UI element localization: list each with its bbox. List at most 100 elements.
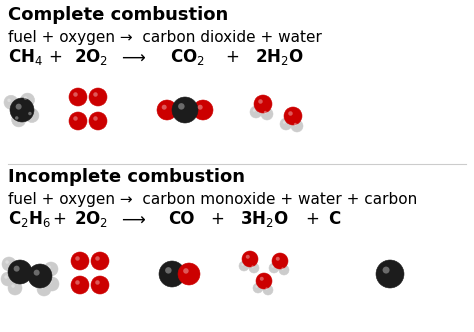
- Circle shape: [288, 111, 293, 116]
- Circle shape: [5, 260, 9, 264]
- Circle shape: [178, 263, 200, 285]
- Circle shape: [75, 256, 80, 261]
- Circle shape: [272, 253, 288, 269]
- Text: Complete combustion: Complete combustion: [8, 6, 228, 24]
- Circle shape: [253, 109, 256, 112]
- Circle shape: [73, 116, 78, 121]
- Circle shape: [162, 105, 167, 110]
- Circle shape: [269, 263, 279, 273]
- Circle shape: [28, 112, 32, 115]
- Circle shape: [11, 284, 15, 288]
- Text: 3H$_2$O: 3H$_2$O: [240, 209, 289, 229]
- Circle shape: [250, 106, 262, 118]
- Circle shape: [279, 265, 289, 275]
- Text: 2H$_2$O: 2H$_2$O: [255, 47, 304, 67]
- Circle shape: [249, 263, 259, 273]
- Circle shape: [44, 262, 58, 276]
- Circle shape: [16, 104, 22, 110]
- Circle shape: [91, 252, 109, 270]
- Circle shape: [271, 265, 274, 268]
- Text: C: C: [328, 210, 340, 228]
- Text: fuel + oxygen →  carbon dioxide + water: fuel + oxygen → carbon dioxide + water: [8, 30, 322, 45]
- Text: $\longrightarrow$: $\longrightarrow$: [118, 48, 146, 66]
- Text: C$_2$H$_6$: C$_2$H$_6$: [8, 209, 51, 229]
- Circle shape: [47, 265, 51, 269]
- Text: +: +: [305, 210, 319, 228]
- Circle shape: [7, 99, 11, 102]
- Circle shape: [383, 267, 390, 274]
- Circle shape: [69, 112, 87, 130]
- Circle shape: [75, 280, 80, 285]
- Circle shape: [159, 261, 185, 287]
- Circle shape: [4, 275, 8, 279]
- Circle shape: [276, 257, 280, 261]
- Circle shape: [157, 100, 177, 120]
- Circle shape: [376, 260, 404, 288]
- Circle shape: [12, 113, 26, 127]
- Circle shape: [172, 97, 198, 123]
- Circle shape: [73, 92, 78, 97]
- Circle shape: [8, 260, 32, 284]
- Circle shape: [294, 123, 297, 126]
- Circle shape: [178, 103, 184, 110]
- Circle shape: [261, 108, 273, 120]
- Circle shape: [95, 280, 100, 285]
- Circle shape: [283, 121, 286, 124]
- Circle shape: [37, 282, 51, 296]
- Circle shape: [89, 88, 107, 106]
- Circle shape: [280, 118, 292, 130]
- Circle shape: [256, 273, 272, 289]
- Circle shape: [45, 277, 59, 291]
- Circle shape: [258, 99, 263, 104]
- Circle shape: [260, 277, 264, 281]
- Circle shape: [25, 109, 39, 123]
- Circle shape: [69, 88, 87, 106]
- Circle shape: [10, 98, 34, 122]
- Circle shape: [242, 251, 258, 267]
- Text: 2O$_2$: 2O$_2$: [74, 47, 108, 67]
- Circle shape: [71, 276, 89, 294]
- Circle shape: [28, 264, 52, 288]
- Circle shape: [255, 285, 258, 288]
- Text: +: +: [48, 48, 62, 66]
- Circle shape: [1, 272, 15, 286]
- Text: CH$_4$: CH$_4$: [8, 47, 43, 67]
- Circle shape: [251, 265, 254, 268]
- Circle shape: [93, 116, 98, 121]
- Circle shape: [40, 285, 44, 289]
- Circle shape: [4, 95, 18, 109]
- Circle shape: [91, 276, 109, 294]
- Circle shape: [263, 285, 273, 295]
- Circle shape: [198, 105, 203, 110]
- Circle shape: [2, 257, 16, 271]
- Circle shape: [165, 267, 172, 274]
- Text: fuel + oxygen →  carbon monoxide + water + carbon: fuel + oxygen → carbon monoxide + water …: [8, 192, 417, 207]
- Circle shape: [95, 256, 100, 261]
- Text: +: +: [210, 210, 224, 228]
- Circle shape: [93, 92, 98, 97]
- Text: CO$_2$: CO$_2$: [170, 47, 205, 67]
- Circle shape: [20, 93, 35, 107]
- Circle shape: [24, 96, 27, 100]
- Text: +: +: [225, 48, 239, 66]
- Circle shape: [291, 120, 303, 132]
- Circle shape: [193, 100, 213, 120]
- Circle shape: [48, 280, 52, 284]
- Text: $\longrightarrow$: $\longrightarrow$: [118, 210, 146, 228]
- Circle shape: [183, 268, 189, 274]
- Circle shape: [241, 263, 244, 266]
- Text: 2O$_2$: 2O$_2$: [74, 209, 108, 229]
- Circle shape: [265, 288, 268, 290]
- Circle shape: [89, 112, 107, 130]
- Circle shape: [71, 252, 89, 270]
- Circle shape: [34, 270, 40, 276]
- Circle shape: [282, 267, 284, 270]
- Circle shape: [284, 107, 302, 125]
- Circle shape: [254, 95, 272, 113]
- Text: CO: CO: [168, 210, 194, 228]
- Circle shape: [253, 283, 263, 293]
- Circle shape: [8, 281, 22, 295]
- Circle shape: [15, 116, 18, 120]
- Circle shape: [239, 261, 249, 271]
- Circle shape: [246, 255, 250, 259]
